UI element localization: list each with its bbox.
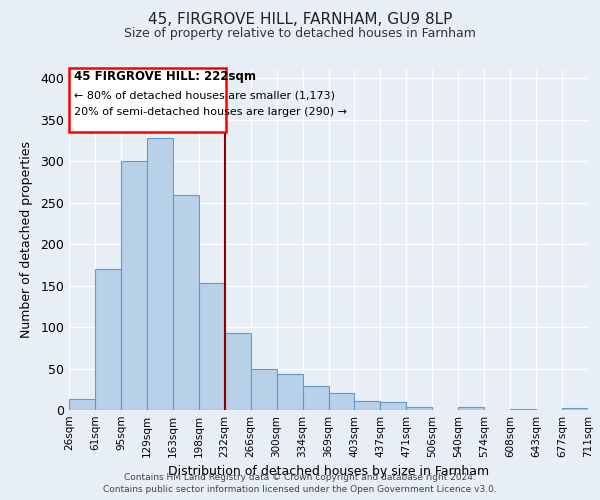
X-axis label: Distribution of detached houses by size in Farnham: Distribution of detached houses by size … — [168, 466, 489, 478]
Bar — [458, 406, 484, 410]
FancyBboxPatch shape — [69, 68, 226, 132]
Bar — [147, 138, 173, 410]
Text: Contains public sector information licensed under the Open Government Licence v3: Contains public sector information licen… — [103, 485, 497, 494]
Bar — [329, 392, 355, 410]
Bar — [510, 409, 536, 410]
Bar — [69, 399, 95, 410]
Bar — [406, 406, 432, 410]
Bar — [95, 269, 121, 410]
Bar — [562, 408, 588, 410]
Bar — [277, 374, 302, 410]
Bar — [173, 195, 199, 410]
Bar — [251, 368, 277, 410]
Bar — [380, 402, 406, 410]
Text: 20% of semi-detached houses are larger (290) →: 20% of semi-detached houses are larger (… — [74, 108, 347, 118]
Bar — [355, 401, 380, 410]
Bar — [302, 386, 329, 410]
Bar — [121, 161, 147, 410]
Text: 45 FIRGROVE HILL: 222sqm: 45 FIRGROVE HILL: 222sqm — [74, 70, 256, 83]
Bar — [199, 283, 224, 410]
Bar — [225, 333, 251, 410]
Text: Size of property relative to detached houses in Farnham: Size of property relative to detached ho… — [124, 28, 476, 40]
Text: ← 80% of detached houses are smaller (1,173): ← 80% of detached houses are smaller (1,… — [74, 90, 335, 101]
Text: Contains HM Land Registry data © Crown copyright and database right 2024.: Contains HM Land Registry data © Crown c… — [124, 472, 476, 482]
Text: 45, FIRGROVE HILL, FARNHAM, GU9 8LP: 45, FIRGROVE HILL, FARNHAM, GU9 8LP — [148, 12, 452, 28]
Y-axis label: Number of detached properties: Number of detached properties — [20, 142, 34, 338]
